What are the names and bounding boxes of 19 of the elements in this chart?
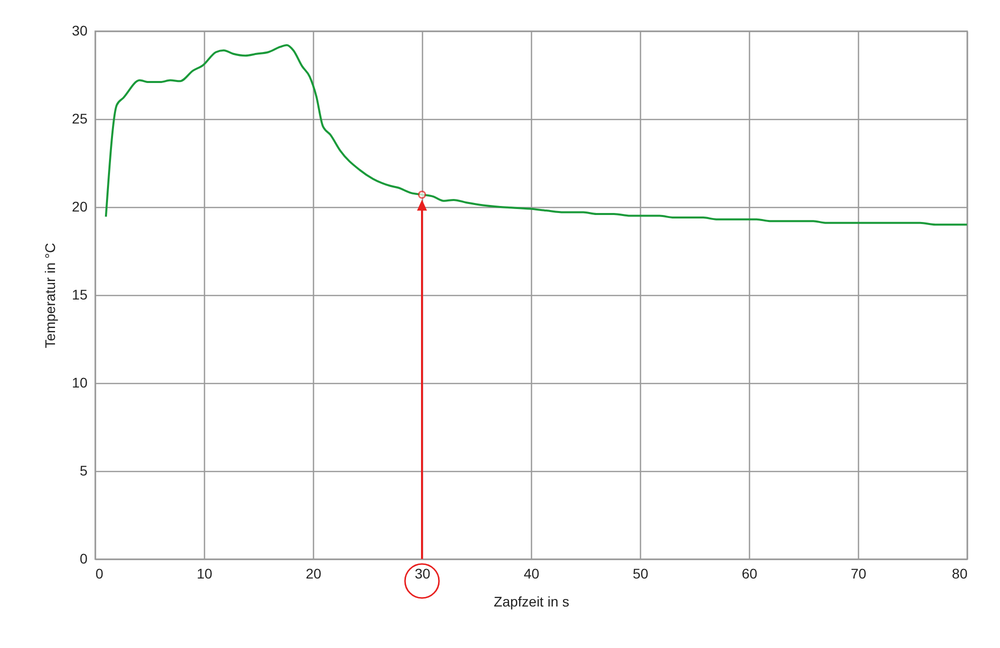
x-axis-title: Zapfzeit in s — [494, 594, 570, 610]
y-tick-label: 10 — [72, 374, 88, 390]
x-tick-label: 0 — [96, 566, 104, 582]
x-tick-label: 60 — [742, 566, 758, 582]
y-axis-title: Temperatur in °C — [42, 242, 58, 348]
x-tick-label: 70 — [850, 566, 866, 582]
y-tick-label: 0 — [80, 550, 88, 566]
y-tick-label: 30 — [72, 22, 88, 38]
x-tick-label: 20 — [306, 566, 322, 582]
y-tick-label: 25 — [72, 110, 88, 126]
line-series — [104, 44, 968, 226]
x-tick-label: 50 — [632, 566, 648, 582]
y-tick-label: 5 — [80, 462, 88, 478]
y-tick-label: 20 — [72, 198, 88, 214]
y-tick-label: 15 — [72, 286, 88, 302]
x-tick-label: 40 — [524, 566, 540, 582]
x-tick-label: 10 — [196, 566, 212, 582]
x-tick-label: 80 — [952, 566, 968, 582]
x-tick-label: 30 — [414, 566, 430, 582]
